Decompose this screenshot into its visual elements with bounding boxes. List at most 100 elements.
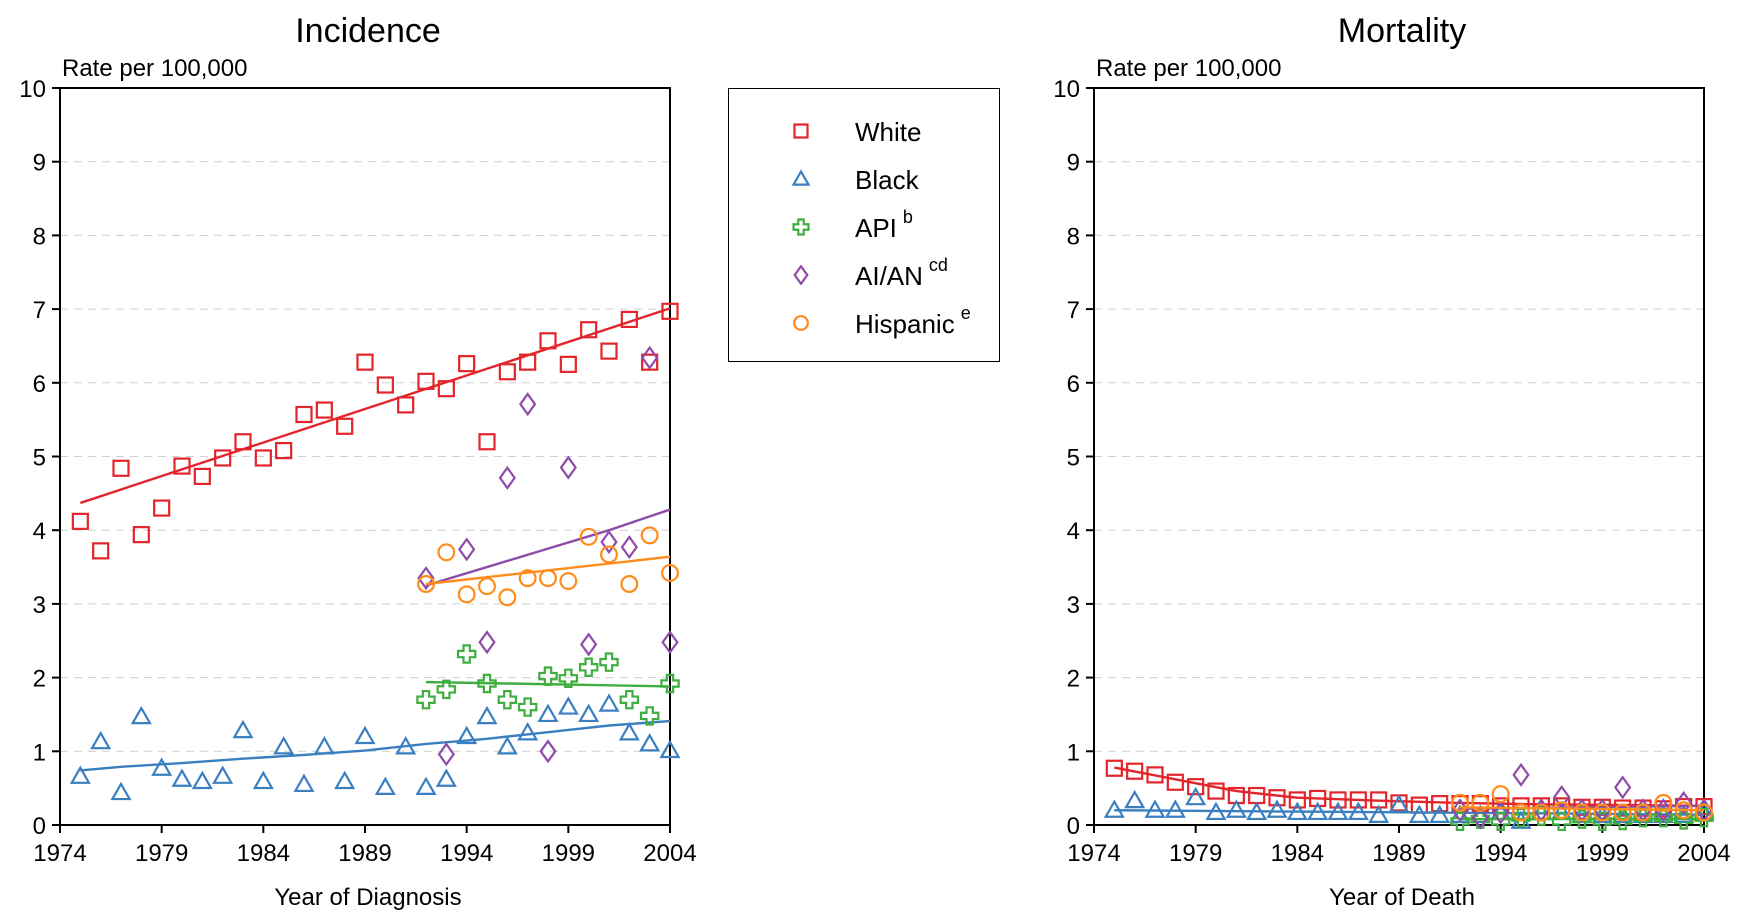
legend-item-api: API b: [755, 207, 995, 247]
mortality-xtick-label: 2004: [1677, 840, 1730, 867]
mortality-ylabel: Rate per 100,000: [1096, 55, 1281, 82]
incidence-point-black: [476, 705, 498, 725]
legend-sup-api: b: [902, 207, 913, 227]
legend: White Black API b AI/AN cd Hispanic e: [728, 88, 1000, 362]
incidence-point-white: [559, 355, 577, 373]
incidence-point-white: [153, 499, 171, 517]
incidence-point-white: [376, 376, 394, 394]
mortality-point-white: [1349, 791, 1367, 809]
incidence-point-api: [517, 697, 538, 717]
incidence-xtick-label: 1989: [338, 840, 391, 867]
mortality-point-hispanic: [1471, 793, 1490, 812]
incidence-point-white: [620, 310, 638, 329]
incidence-ytick-label: 9: [33, 150, 46, 177]
incidence-point-black: [171, 768, 193, 787]
incidence-point-black: [415, 776, 437, 795]
mortality-point-api: [1592, 811, 1613, 832]
mortality-point-hispanic: [1654, 793, 1673, 812]
incidence-point-white: [397, 396, 415, 414]
incidence-point-aian: [478, 630, 496, 655]
mortality-ytick-label: 3: [1067, 592, 1080, 619]
incidence-point-black: [334, 770, 356, 790]
incidence-point-black: [598, 693, 620, 712]
incidence-point-hispanic: [417, 575, 435, 593]
mortality-point-white: [1166, 773, 1184, 791]
incidence-ytick-label: 7: [33, 297, 46, 324]
triangle-marker-icon: [791, 169, 811, 186]
mortality-point-black: [1225, 799, 1247, 818]
incidence-ytick-label: 5: [33, 445, 46, 472]
mortality-point-white: [1329, 791, 1347, 809]
incidence-point-white: [214, 449, 232, 467]
incidence-xtick-label: 1994: [440, 840, 493, 867]
mortality-point-hispanic: [1491, 785, 1510, 804]
mortality-point-hispanic: [1532, 803, 1551, 822]
incidence-point-black: [273, 736, 295, 755]
mortality-point-hispanic: [1613, 803, 1632, 822]
incidence-ytick-label: 2: [33, 666, 46, 693]
incidence-trend-aian: [425, 508, 671, 587]
incidence-point-black: [395, 736, 417, 755]
incidence-point-black: [456, 725, 478, 745]
incidence-point-aian: [641, 345, 659, 370]
incidence-point-black: [293, 773, 315, 793]
incidence-point-white: [336, 417, 354, 435]
mortality-xtick-label: 1994: [1474, 840, 1527, 867]
mortality-point-white: [1146, 766, 1164, 784]
mortality-point-black: [1124, 789, 1146, 809]
incidence-point-aian: [498, 465, 516, 490]
incidence-ytick-label: 3: [33, 592, 46, 619]
mortality-point-black: [1408, 804, 1430, 823]
incidence-point-black: [659, 739, 681, 759]
legend-sup-aian: cd: [928, 255, 948, 275]
incidence-point-black: [90, 730, 112, 750]
incidence-point-hispanic: [498, 588, 517, 607]
mortality-point-hispanic: [1695, 803, 1713, 822]
mortality-xtick-label: 1984: [1271, 840, 1324, 867]
mortality-ytick-label: 1: [1067, 739, 1080, 766]
incidence-point-black: [618, 722, 640, 741]
incidence-point-black: [110, 781, 132, 801]
mortality-point-hispanic: [1552, 801, 1571, 820]
incidence-point-hispanic: [478, 577, 496, 596]
incidence-point-white: [539, 332, 557, 350]
incidence-point-black: [578, 703, 600, 723]
incidence-xtick-label: 2004: [643, 840, 696, 867]
diamond-marker-icon: [793, 265, 809, 285]
incidence-point-aian: [539, 739, 557, 764]
mortality-point-aian: [1512, 762, 1530, 787]
incidence-point-api: [660, 673, 680, 694]
incidence-point-api: [538, 666, 558, 686]
incidence-point-aian: [620, 535, 638, 560]
legend-marker-white: [793, 123, 809, 139]
incidence-point-aian: [600, 529, 618, 554]
incidence-point-black: [435, 768, 457, 787]
mortality-title: Mortality: [1338, 12, 1466, 50]
mortality-xtick-label: 1974: [1067, 840, 1120, 867]
mortality-xtick-label: 1979: [1169, 840, 1222, 867]
incidence-point-black: [639, 733, 661, 752]
mortality-point-black: [1388, 794, 1410, 813]
mortality-ytick-label: 0: [1067, 813, 1080, 840]
incidence-point-black: [232, 719, 254, 739]
incidence-point-white: [600, 342, 618, 360]
incidence-point-aian: [458, 537, 476, 562]
incidence-trend-black: [80, 719, 671, 772]
incidence-xlabel: Year of Diagnosis: [274, 884, 461, 911]
mortality-ytick-label: 8: [1067, 223, 1080, 250]
mortality-point-aian: [1553, 784, 1571, 810]
incidence-point-white: [193, 467, 211, 485]
incidence-point-white: [498, 363, 516, 381]
incidence-point-black: [557, 696, 579, 715]
incidence-point-api: [416, 689, 436, 710]
incidence-point-api: [477, 673, 497, 694]
mortality-point-hispanic: [1634, 803, 1652, 822]
incidence-point-black: [313, 736, 335, 755]
mortality-point-white: [1431, 795, 1449, 813]
incidence-point-aian: [580, 632, 598, 657]
mortality-point-hispanic: [1674, 801, 1693, 820]
mortality-point-black: [1673, 804, 1695, 823]
mortality-point-aian: [1492, 800, 1510, 825]
incidence-point-api: [456, 644, 477, 664]
